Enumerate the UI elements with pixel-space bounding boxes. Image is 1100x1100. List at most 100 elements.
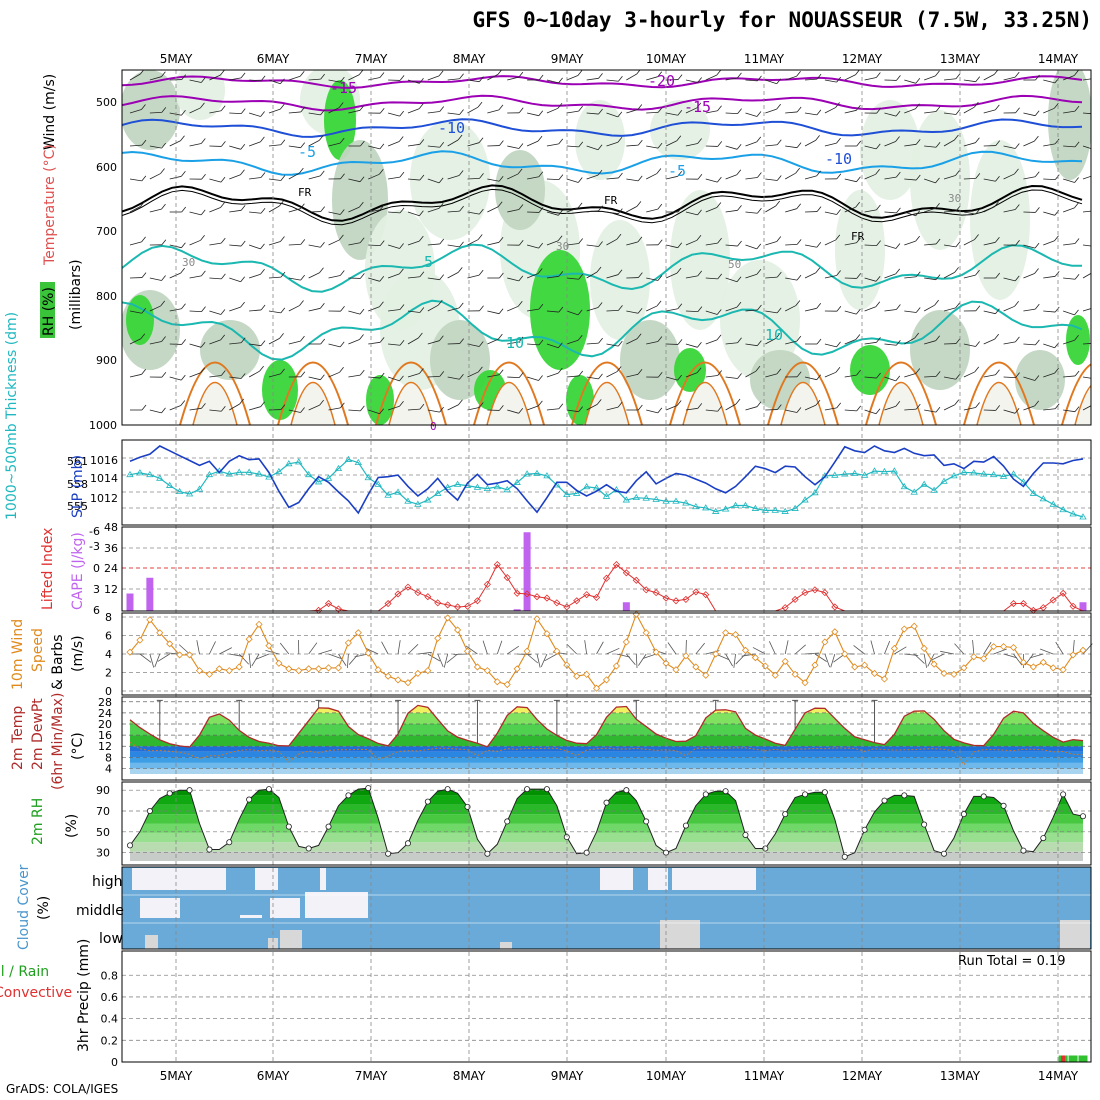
thickness-label: 1000~500mb Thickness (dm) [4, 312, 20, 520]
contour-minus20 [122, 75, 1083, 89]
wind-barb-flag [419, 210, 424, 216]
wind-barb [526, 140, 539, 147]
cape-bar [126, 593, 134, 611]
wind-barb-flag [638, 404, 643, 411]
wind-barb-flag [517, 301, 523, 307]
wind-barb-flag [419, 174, 425, 181]
wind-barb-flag [955, 302, 960, 309]
rh-blob [410, 120, 490, 240]
wind-barb-flag [637, 369, 643, 375]
wind-barb-flag [1014, 408, 1020, 414]
wind-barb-flag [220, 334, 226, 341]
wind-barb-flag [221, 141, 226, 147]
wind-barb [209, 178, 222, 183]
thickness-point [751, 504, 760, 511]
wind-barb-flag [141, 369, 147, 375]
wind-barb [785, 409, 798, 413]
wind-barb-flag [1054, 103, 1059, 109]
wind-barb [248, 244, 261, 250]
wind-barb-flag [340, 173, 345, 180]
wind-barb-flag [220, 70, 225, 76]
wind-barb-flag [260, 340, 266, 346]
wind-barb-flag [716, 202, 722, 208]
wind-barb-flag [935, 335, 941, 341]
wind-barb-flag [954, 399, 960, 405]
wind-barb-flag [538, 400, 543, 407]
wind-barb [626, 241, 639, 246]
wind-barb-flag [320, 109, 325, 116]
thickness-point [235, 468, 243, 475]
wind-barb-flag [896, 75, 901, 81]
rh-blob [430, 320, 490, 400]
thickness-point [275, 467, 283, 475]
panel-frames [121, 69, 1092, 1063]
wind-barb [685, 407, 698, 411]
wind-barb-flag [557, 235, 563, 241]
wind-barb-flag [995, 272, 1001, 279]
wind-barb-flag [200, 342, 206, 348]
li-point [672, 597, 680, 605]
wind-barb [129, 338, 141, 345]
wind-barb-flag [299, 71, 305, 77]
wind-barb [189, 275, 202, 279]
wind-barb-flag [757, 208, 762, 214]
wind-barb [157, 653, 170, 662]
wind-barb-flag [677, 74, 683, 80]
wind-barb [646, 208, 658, 213]
rh-point [742, 831, 749, 838]
panel-frame [121, 950, 1092, 1063]
slp-tick: 1012 [90, 492, 118, 505]
wind-barb-flag [676, 400, 682, 406]
top-date-label: 12MAY [842, 52, 883, 66]
rh-blob [674, 348, 706, 392]
wind-barb-flag [995, 104, 1000, 111]
wind-barb [924, 409, 937, 413]
wind-barb [1043, 343, 1055, 349]
wind-barb-flag [538, 339, 544, 346]
cloud-clear-low [268, 938, 278, 949]
dewpt2m-label: 2m DewPt [30, 698, 46, 770]
li-point [473, 597, 482, 605]
bottom-date-label: 9MAY [551, 1069, 584, 1083]
top-date-label: 10MAY [646, 52, 687, 66]
bottom-date-label: 7MAY [355, 1069, 388, 1083]
contour-20 [878, 381, 924, 425]
wind-barb [626, 206, 638, 213]
wind-barb [507, 305, 519, 312]
wind-barb-flag [300, 371, 306, 378]
wind-barb [954, 643, 965, 655]
rh-blob [670, 190, 730, 330]
wind-barb [566, 339, 579, 345]
thickness-point [940, 477, 948, 484]
wind-barb-flag [161, 336, 166, 342]
wind-barb-flag [399, 171, 405, 178]
wind-barb [824, 407, 837, 411]
wind-barb [1023, 273, 1035, 279]
wind-barb-flag [836, 76, 842, 83]
bottom-date-label: 11MAY [744, 1069, 785, 1083]
slp-label: SLP (mb) [70, 455, 86, 518]
wind-barb [368, 173, 380, 180]
wind-speed-point [751, 654, 759, 662]
wind-barb-flag [399, 340, 405, 346]
wind-barb [741, 653, 756, 657]
rh2m-panel [122, 785, 1091, 861]
rh-shading [122, 70, 1091, 425]
wind-speed-point [126, 648, 134, 656]
wind-barb-flag [419, 403, 425, 410]
wind-speed-point [791, 670, 799, 678]
wind-barb-flag [835, 102, 840, 108]
thickness-point [1069, 510, 1077, 517]
wind10m-panel [122, 610, 1093, 692]
rh-point [921, 821, 928, 828]
thickness-point [1079, 513, 1087, 520]
date-gridlines [175, 70, 1059, 1062]
contour-10 [122, 299, 1083, 361]
wind-barb [169, 112, 182, 116]
wind-barb [149, 341, 162, 345]
rh-point [146, 808, 153, 815]
wind-barb [665, 308, 678, 312]
wind-barb-flag [636, 333, 642, 339]
wind-barb [927, 653, 935, 667]
wind-barb-flag [835, 234, 841, 241]
